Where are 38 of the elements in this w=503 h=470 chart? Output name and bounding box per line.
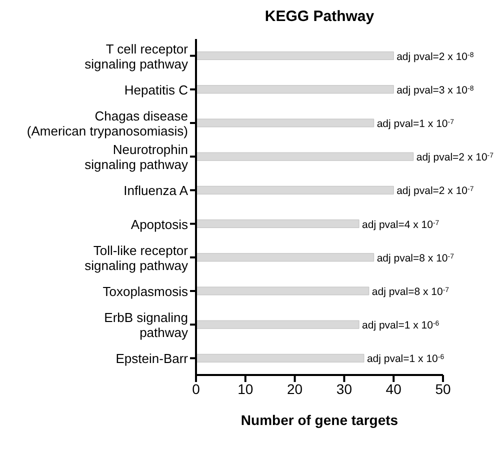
y-tick-label: Apoptosis	[130, 216, 188, 232]
bar	[196, 320, 360, 329]
bar	[196, 186, 394, 194]
y-tick-label: Toll-like receptor signaling pathway	[84, 242, 189, 272]
y-tick-label: Neurotrophin signaling pathway	[84, 142, 188, 172]
chart-title: KEGG Pathway	[264, 8, 376, 25]
data-label: adj pval=8 x 10$^{-7}$	[372, 286, 450, 298]
x-tick-label: 20	[287, 380, 303, 397]
bar	[196, 220, 360, 228]
x-tick-label: 10	[238, 380, 254, 397]
y-tick-label: Hepatitis C	[124, 82, 188, 97]
data-label: adj pval=1 x 10$^{-6}$	[362, 320, 440, 332]
bar	[196, 354, 364, 362]
bar	[196, 118, 374, 128]
data-label: adj pval=1 x 10$^{-7}$	[376, 118, 454, 130]
data-label: adj pval=3 x 10$^{-8}$	[396, 84, 474, 96]
bar	[196, 152, 414, 161]
data-label: adj pval=2 x 10$^{-7}$	[396, 185, 474, 198]
y-tick-label: Influenza A	[124, 182, 188, 198]
x-tick-label: 40	[386, 380, 402, 397]
data-label: adj pval=2 x 10$^{-8}$	[396, 50, 474, 63]
data-label: adj pval=4 x 10$^{-7}$	[362, 218, 440, 231]
x-tick-label: 50	[435, 380, 451, 397]
x-tick-label: 30	[336, 380, 352, 397]
y-tick-label: Epstein-Barr	[116, 350, 189, 366]
bar	[196, 85, 394, 94]
y-tick-label: ErbB signaling pathway	[104, 310, 188, 340]
data-label: adj pval=2 x 10$^{-7}$	[416, 152, 494, 164]
bar	[196, 52, 394, 60]
y-tick-label: Chagas disease (American trypanosomiasis)	[26, 108, 188, 138]
data-label: adj pval=1 x 10$^{-6}$	[366, 353, 444, 366]
y-tick-label: Toxoplasmosis	[102, 284, 188, 298]
data-label: adj pval=8 x 10$^{-7}$	[376, 252, 454, 264]
x-axis-title: Number of gene targets	[240, 412, 398, 428]
bar	[196, 253, 374, 262]
bar	[196, 286, 370, 296]
y-tick-label: T cell receptor signaling pathway	[84, 40, 189, 71]
x-tick-label: 0	[192, 380, 200, 397]
